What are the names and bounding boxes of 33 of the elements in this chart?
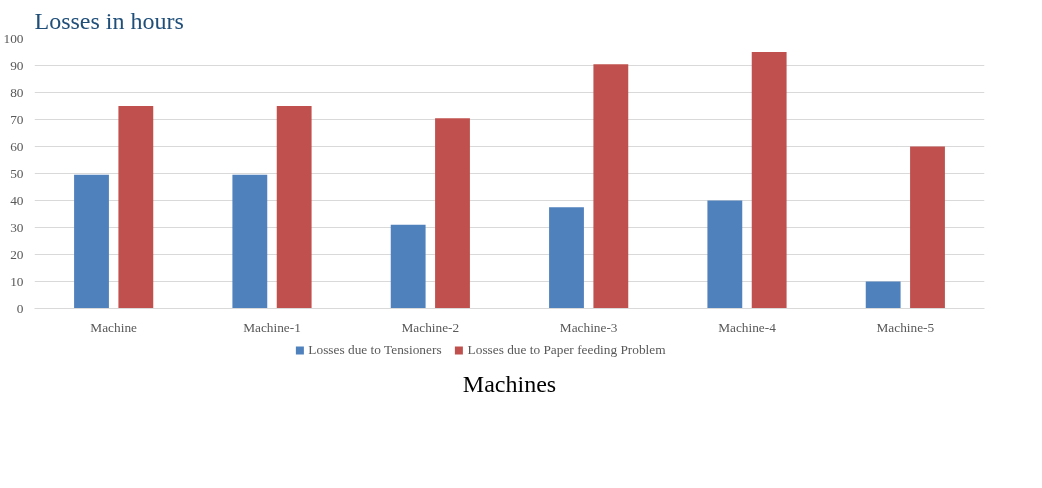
y-tick-label: 50 <box>10 165 24 181</box>
legend-label: Losses due to Paper feeding Problem <box>467 342 666 358</box>
y-tick-label: 80 <box>10 84 24 100</box>
y-tick-label: 30 <box>10 219 24 235</box>
bar <box>276 106 312 309</box>
bar <box>910 146 945 309</box>
y-tick-label: 40 <box>10 192 24 208</box>
x-tick-label: Machine <box>90 319 138 335</box>
bar <box>865 281 901 309</box>
bar <box>390 224 426 309</box>
x-tick-label: Machine-4 <box>718 319 777 335</box>
x-tick-label: Machine-1 <box>243 319 301 335</box>
x-tick-label: Machine-2 <box>401 319 460 335</box>
bar <box>74 174 109 309</box>
x-tick-label: Machine-5 <box>876 319 935 335</box>
x-axis-title: Machines <box>462 370 557 397</box>
bar <box>707 200 743 309</box>
x-tick-label: Machine-3 <box>559 319 618 335</box>
y-tick-label: 100 <box>3 30 24 46</box>
bar <box>549 207 584 309</box>
bar <box>118 106 154 309</box>
y-tick-label: 70 <box>10 111 24 127</box>
y-tick-label: 20 <box>10 246 24 262</box>
y-tick-label: 60 <box>10 138 24 154</box>
y-axis-title: Losses in hours <box>34 7 184 34</box>
y-tick-label: 0 <box>16 300 24 316</box>
bar <box>232 174 268 309</box>
bar <box>435 118 470 309</box>
bar <box>751 52 787 309</box>
y-tick-label: 10 <box>10 273 24 289</box>
bar <box>593 64 629 309</box>
y-tick-label: 90 <box>10 57 24 73</box>
legend-label: Losses due to Tensioners <box>308 342 442 358</box>
